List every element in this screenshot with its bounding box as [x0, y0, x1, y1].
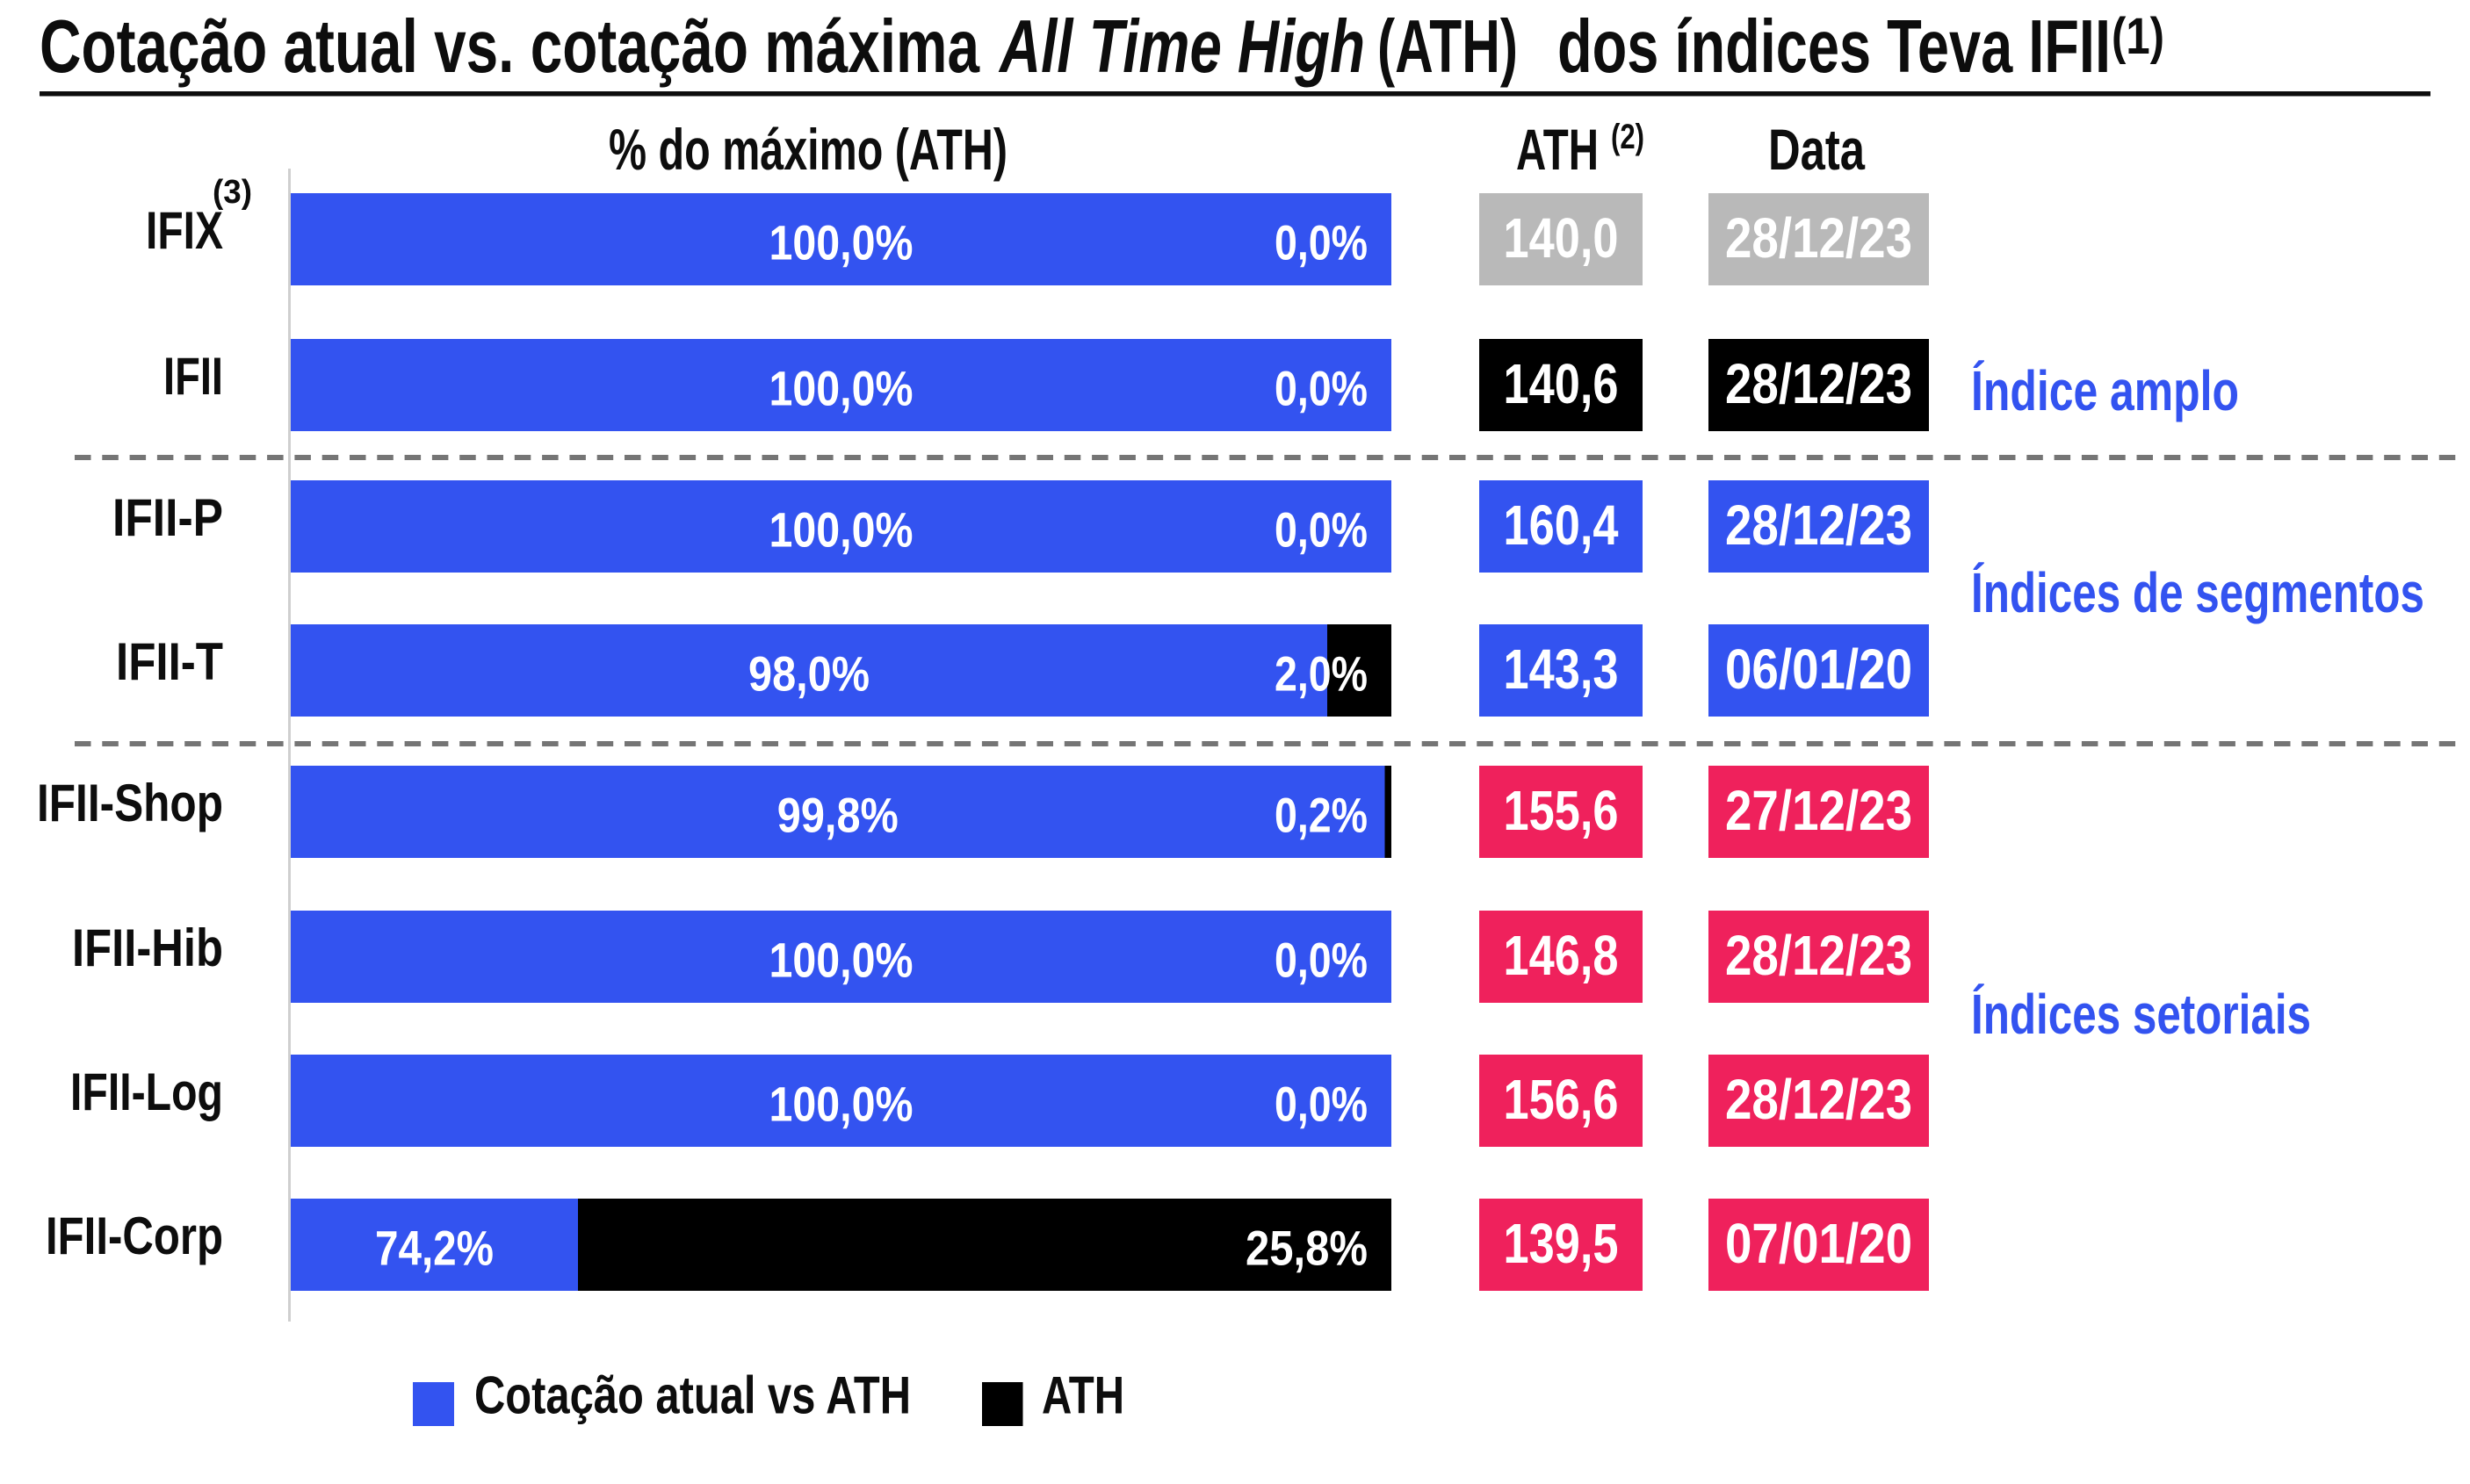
svg-text:IFII: IFII	[163, 347, 223, 406]
svg-text:(2): (2)	[1611, 118, 1644, 156]
svg-text:0,0%: 0,0%	[1275, 361, 1368, 416]
svg-text:ATH: ATH	[1042, 1366, 1124, 1425]
svg-text:0,0%: 0,0%	[1275, 1077, 1368, 1132]
svg-text:100,0%: 100,0%	[769, 361, 914, 416]
svg-text:74,2%: 74,2%	[375, 1221, 494, 1276]
svg-text:Índices de segmentos: Índices de segmentos	[1971, 561, 2424, 624]
svg-text:Índice amplo: Índice amplo	[1971, 359, 2239, 422]
svg-text:100,0%: 100,0%	[769, 215, 914, 270]
svg-text:100,0%: 100,0%	[769, 1077, 914, 1132]
svg-text:28/12/23: 28/12/23	[1725, 924, 1912, 987]
svg-text:% do máximo (ATH): % do máximo (ATH)	[609, 117, 1008, 182]
svg-text:IFII-P: IFII-P	[112, 488, 223, 547]
svg-text:27/12/23: 27/12/23	[1725, 779, 1912, 842]
svg-text:143,3: 143,3	[1504, 638, 1619, 701]
svg-text:28/12/23: 28/12/23	[1725, 352, 1912, 415]
svg-text:155,6: 155,6	[1504, 779, 1619, 842]
svg-text:156,6: 156,6	[1504, 1068, 1619, 1131]
svg-text:IFII-Log: IFII-Log	[70, 1063, 223, 1121]
svg-text:99,8%: 99,8%	[777, 788, 899, 843]
svg-text:0,0%: 0,0%	[1275, 215, 1368, 270]
svg-text:07/01/20: 07/01/20	[1725, 1212, 1912, 1275]
svg-text:0,0%: 0,0%	[1275, 933, 1368, 988]
svg-text:98,0%: 98,0%	[748, 646, 870, 702]
svg-text:28/12/23: 28/12/23	[1725, 493, 1912, 557]
svg-text:100,0%: 100,0%	[769, 502, 914, 558]
svg-text:Cotação atual vs ATH: Cotação atual vs ATH	[474, 1366, 911, 1425]
svg-text:Data: Data	[1768, 117, 1866, 182]
svg-text:06/01/20: 06/01/20	[1725, 638, 1912, 701]
svg-text:Índices setoriais: Índices setoriais	[1971, 983, 2311, 1046]
svg-text:(ATH): (ATH)	[1377, 5, 1518, 89]
svg-text:IFII-Shop: IFII-Shop	[37, 774, 223, 832]
svg-text:140,0: 140,0	[1504, 206, 1619, 270]
svg-text:2,0%: 2,0%	[1275, 646, 1368, 702]
svg-text:IFII-T: IFII-T	[116, 632, 223, 691]
svg-text:(3): (3)	[213, 174, 252, 211]
svg-text:25,8%: 25,8%	[1246, 1221, 1368, 1276]
svg-text:100,0%: 100,0%	[769, 933, 914, 988]
svg-text:139,5: 139,5	[1504, 1212, 1619, 1275]
svg-text:All Time High: All Time High	[998, 5, 1365, 89]
svg-text:IFIX: IFIX	[146, 201, 223, 260]
svg-text:140,6: 140,6	[1504, 352, 1619, 415]
svg-text:(1): (1)	[2112, 8, 2164, 65]
svg-text:0,2%: 0,2%	[1275, 788, 1368, 843]
svg-text:0,0%: 0,0%	[1275, 502, 1368, 558]
svg-text:dos índices Teva IFII: dos índices Teva IFII	[1557, 5, 2111, 89]
svg-text:160,4: 160,4	[1504, 493, 1619, 557]
svg-text:IFII-Corp: IFII-Corp	[46, 1207, 223, 1265]
svg-text:ATH: ATH	[1516, 117, 1599, 182]
svg-text:IFII-Hib: IFII-Hib	[72, 918, 223, 977]
svg-text:28/12/23: 28/12/23	[1725, 1068, 1912, 1131]
svg-text:28/12/23: 28/12/23	[1725, 206, 1912, 270]
svg-text:Cotação atual vs. cotação máxi: Cotação atual vs. cotação máxima	[40, 5, 980, 89]
svg-text:146,8: 146,8	[1504, 924, 1619, 987]
